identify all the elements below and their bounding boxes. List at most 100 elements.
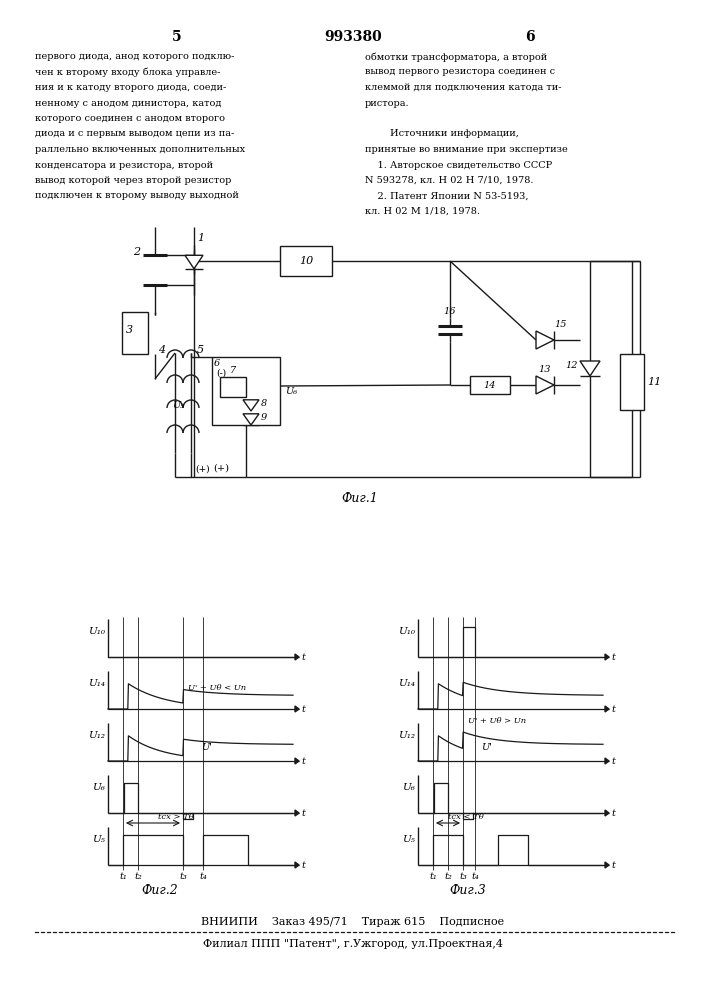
Text: Фиг.2: Фиг.2 [141, 884, 178, 897]
Text: 13: 13 [539, 365, 551, 374]
Text: 15: 15 [554, 320, 566, 329]
Text: вывод первого резистора соединен с: вывод первого резистора соединен с [365, 68, 555, 77]
Polygon shape [295, 706, 299, 712]
Text: U₅: U₅ [92, 835, 105, 844]
Bar [122, 312, 148, 354]
Text: клеммой для подключения катода ти-: клеммой для подключения катода ти- [365, 83, 561, 92]
Text: 7: 7 [230, 366, 236, 375]
Bar [212, 357, 280, 425]
Text: t: t [611, 860, 615, 869]
Bar [220, 377, 246, 397]
Text: t₄: t₄ [199, 872, 207, 881]
Text: U₆: U₆ [92, 783, 105, 792]
Text: Филиал ППП "Патент", г.Ужгород, ул.Проектная,4: Филиал ППП "Патент", г.Ужгород, ул.Проек… [203, 939, 503, 949]
Polygon shape [605, 706, 609, 712]
Text: t₃: t₃ [459, 872, 467, 881]
Text: t: t [611, 704, 615, 714]
Polygon shape [605, 758, 609, 764]
Text: t₁: t₁ [119, 872, 127, 881]
Text: 6: 6 [525, 30, 534, 44]
Text: U₆: U₆ [402, 783, 415, 792]
Text: раллельно включенных дополнительных: раллельно включенных дополнительных [35, 145, 245, 154]
Text: первого диода, анод которого подклю-: первого диода, анод которого подклю- [35, 52, 235, 61]
Text: ния и к катоду второго диода, соеди-: ния и к катоду второго диода, соеди- [35, 83, 226, 92]
Text: 5: 5 [173, 30, 182, 44]
Text: U₁₀: U₁₀ [398, 627, 415, 636]
Bar [620, 354, 644, 410]
Text: tсx < Tθ: tсx < Tθ [448, 813, 484, 821]
Text: чен к второму входу блока управле-: чен к второму входу блока управле- [35, 68, 221, 77]
Polygon shape [295, 862, 299, 868]
Text: 14: 14 [484, 380, 496, 389]
Text: которого соединен с анодом второго: которого соединен с анодом второго [35, 114, 225, 123]
Text: 993380: 993380 [324, 30, 382, 44]
Text: подключен к второму выводу выходной: подключен к второму выводу выходной [35, 192, 239, 200]
Polygon shape [295, 810, 299, 816]
Text: Фиг.1: Фиг.1 [341, 492, 378, 505]
Text: U' + Uθ < Uп: U' + Uθ < Uп [188, 684, 246, 692]
Text: 9: 9 [261, 412, 267, 422]
Text: 1. Авторское свидетельство СССР: 1. Авторское свидетельство СССР [365, 160, 552, 169]
Text: 12: 12 [566, 361, 578, 370]
Text: t: t [301, 704, 305, 714]
Text: 2: 2 [133, 247, 140, 257]
Text: 10: 10 [299, 256, 313, 266]
Text: U₁₂: U₁₂ [88, 731, 105, 740]
Text: t₄: t₄ [471, 872, 479, 881]
Text: t: t [301, 808, 305, 818]
Text: U': U' [201, 743, 212, 752]
Text: U₁₄: U₁₄ [88, 679, 105, 688]
Polygon shape [243, 414, 259, 425]
Text: t: t [611, 652, 615, 662]
Text: U': U' [481, 743, 492, 752]
Text: принятые во внимание при экспертизе: принятые во внимание при экспертизе [365, 145, 568, 154]
Text: ненному с анодом динистора, катод: ненному с анодом динистора, катод [35, 99, 221, 107]
Polygon shape [243, 400, 259, 411]
Text: ристора.: ристора. [365, 99, 409, 107]
Text: вывод которой через второй резистор: вывод которой через второй резистор [35, 176, 231, 185]
Text: t₃: t₃ [179, 872, 187, 881]
Text: 1: 1 [197, 233, 204, 243]
Bar [470, 376, 510, 394]
Text: U' + Uθ > Uп: U' + Uθ > Uп [468, 717, 526, 725]
Polygon shape [295, 758, 299, 764]
Polygon shape [605, 810, 609, 816]
Text: обмотки трансформатора, а второй: обмотки трансформатора, а второй [365, 52, 547, 62]
Text: t: t [301, 652, 305, 662]
Text: t: t [611, 808, 615, 818]
Text: U₅: U₅ [172, 400, 184, 410]
Polygon shape [536, 376, 554, 394]
Text: 6: 6 [214, 359, 221, 368]
Text: (-): (-) [216, 369, 226, 378]
Text: Источники информации,: Источники информации, [365, 129, 519, 138]
Text: диода и с первым выводом цепи из па-: диода и с первым выводом цепи из па- [35, 129, 234, 138]
Text: Фиг.3: Фиг.3 [450, 884, 486, 897]
Text: t₂: t₂ [134, 872, 142, 881]
Polygon shape [580, 361, 600, 376]
Text: конденсатора и резистора, второй: конденсатора и резистора, второй [35, 160, 213, 169]
Text: 4: 4 [158, 345, 165, 355]
Text: t: t [611, 756, 615, 766]
Text: (+): (+) [195, 465, 210, 474]
Text: t: t [301, 756, 305, 766]
Text: t: t [301, 860, 305, 869]
Text: U₆: U₆ [285, 386, 297, 395]
Text: 2. Патент Японии N 53-5193,: 2. Патент Японии N 53-5193, [365, 192, 529, 200]
Text: U₅: U₅ [402, 835, 415, 844]
Bar [280, 246, 332, 276]
Text: 5: 5 [197, 345, 204, 355]
Text: ВНИИПИ    Заказ 495/71    Тираж 615    Подписное: ВНИИПИ Заказ 495/71 Тираж 615 Подписное [201, 917, 505, 927]
Polygon shape [295, 654, 299, 660]
Text: N 593278, кл. Н 02 Н 7/10, 1978.: N 593278, кл. Н 02 Н 7/10, 1978. [365, 176, 534, 185]
Text: U₁₄: U₁₄ [398, 679, 415, 688]
Text: t₂: t₂ [444, 872, 452, 881]
Polygon shape [536, 331, 554, 349]
Text: 11: 11 [647, 377, 661, 387]
Text: 3: 3 [126, 325, 133, 335]
Text: (+): (+) [213, 464, 229, 473]
Polygon shape [605, 862, 609, 868]
Polygon shape [605, 654, 609, 660]
Text: 8: 8 [261, 398, 267, 408]
Text: t₁: t₁ [429, 872, 437, 881]
Text: tсx > Tθ: tсx > Tθ [158, 813, 194, 821]
